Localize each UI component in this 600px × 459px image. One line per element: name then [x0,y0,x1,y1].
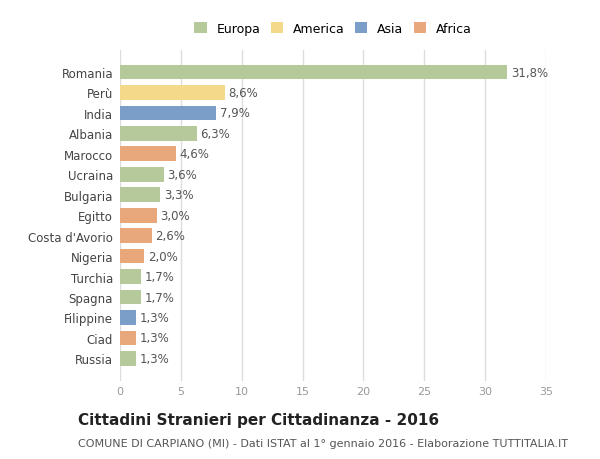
Text: 8,6%: 8,6% [229,87,258,100]
Bar [120,208,157,223]
Text: 1,3%: 1,3% [139,352,169,365]
Text: 7,9%: 7,9% [220,107,250,120]
Text: 2,6%: 2,6% [155,230,185,243]
Bar [120,331,136,346]
Bar [120,229,152,243]
Text: 1,3%: 1,3% [139,311,169,324]
Text: 6,3%: 6,3% [200,128,230,140]
Bar [120,351,136,366]
Text: 1,3%: 1,3% [139,332,169,345]
Text: 3,3%: 3,3% [164,189,193,202]
Bar [120,269,140,284]
Text: 1,7%: 1,7% [145,291,174,304]
Bar [120,86,224,101]
Bar [120,290,140,305]
Text: 31,8%: 31,8% [511,67,548,79]
Text: 1,7%: 1,7% [145,270,174,284]
Bar [120,310,136,325]
Bar [120,249,145,264]
Bar [120,127,197,141]
Text: COMUNE DI CARPIANO (MI) - Dati ISTAT al 1° gennaio 2016 - Elaborazione TUTTITALI: COMUNE DI CARPIANO (MI) - Dati ISTAT al … [78,438,568,448]
Bar [120,66,507,80]
Bar [120,147,176,162]
Text: 3,6%: 3,6% [167,168,197,181]
Text: 3,0%: 3,0% [160,209,190,222]
Bar [120,106,216,121]
Text: Cittadini Stranieri per Cittadinanza - 2016: Cittadini Stranieri per Cittadinanza - 2… [78,413,439,428]
Text: 4,6%: 4,6% [179,148,209,161]
Bar [120,168,164,182]
Legend: Europa, America, Asia, Africa: Europa, America, Asia, Africa [191,20,475,39]
Text: 2,0%: 2,0% [148,250,178,263]
Bar [120,188,160,203]
